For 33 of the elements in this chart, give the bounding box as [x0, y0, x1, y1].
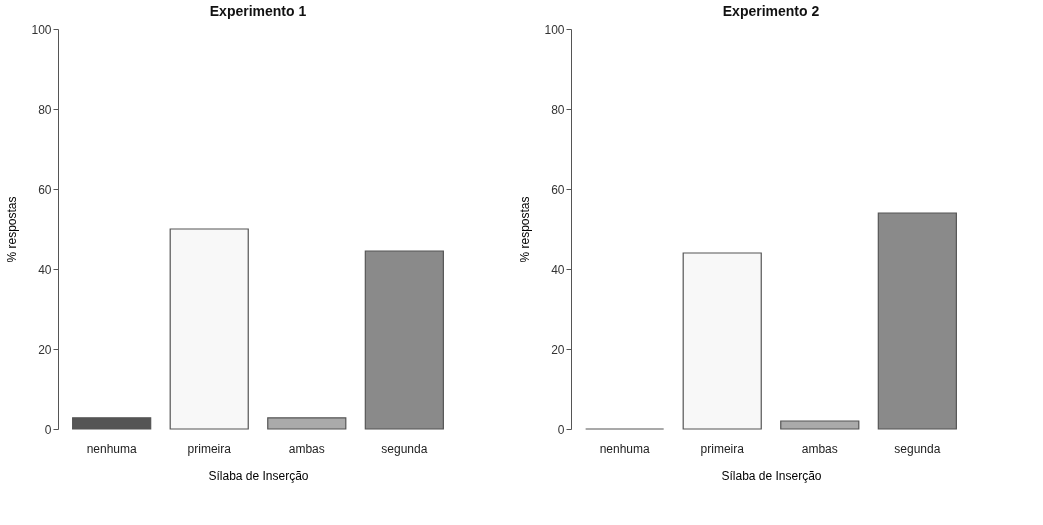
- y-axis-title: % respostas: [5, 196, 20, 263]
- bar: [780, 420, 860, 430]
- x-tick-label: primeira: [700, 441, 745, 456]
- y-tick-label: 80: [551, 102, 565, 117]
- y-tick-label: 100: [544, 22, 565, 37]
- y-tick-label: 80: [38, 102, 52, 117]
- y-tick-label: 40: [551, 262, 565, 277]
- y-axis-title: % respostas: [518, 196, 533, 263]
- bar: [72, 417, 152, 430]
- bar: [267, 417, 347, 430]
- y-tick-label: 60: [38, 182, 52, 197]
- x-tick-label: nenhuma: [599, 441, 650, 456]
- y-tick-label: 40: [38, 262, 52, 277]
- y-tick-label: 100: [31, 22, 52, 37]
- y-tick-label: 20: [551, 342, 565, 357]
- bar: [364, 250, 444, 430]
- y-tick-label: 0: [557, 422, 565, 437]
- chart-title: Experimento 1: [209, 3, 307, 19]
- y-tick-label: 60: [551, 182, 565, 197]
- bar: [169, 228, 249, 430]
- x-tick-label: ambas: [801, 441, 838, 456]
- x-axis-title: Sílaba de Inserção: [721, 468, 822, 483]
- chart-title: Experimento 2: [722, 3, 820, 19]
- y-tick-label: 0: [44, 422, 52, 437]
- x-tick-label: primeira: [187, 441, 232, 456]
- bar: [682, 252, 762, 430]
- y-tick-label: 20: [38, 342, 52, 357]
- x-tick-label: segunda: [894, 441, 941, 456]
- bar: [877, 212, 957, 430]
- x-axis-title: Sílaba de Inserção: [208, 468, 309, 483]
- x-tick-label: nenhuma: [86, 441, 137, 456]
- x-tick-label: ambas: [288, 441, 325, 456]
- x-tick-label: segunda: [381, 441, 428, 456]
